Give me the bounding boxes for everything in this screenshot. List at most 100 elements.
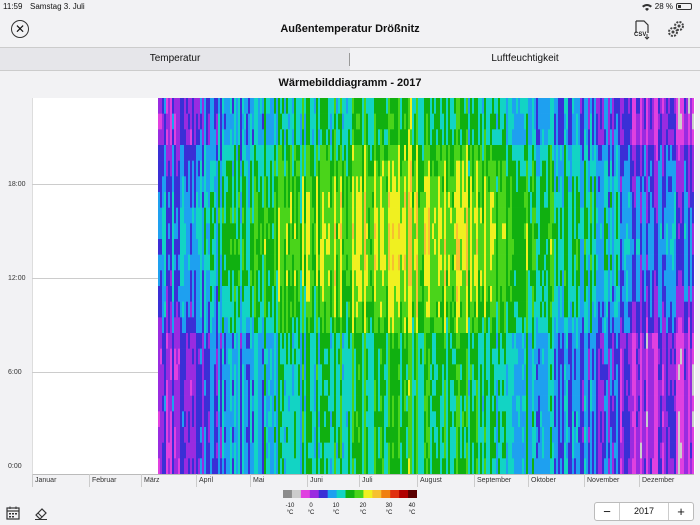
heatmap-cell bbox=[474, 458, 477, 474]
heatmap-cell bbox=[494, 98, 497, 114]
heatmap-cell bbox=[530, 395, 533, 412]
heatmap-cell bbox=[248, 411, 251, 428]
heatmap-cell bbox=[440, 129, 443, 146]
heatmap-cell bbox=[174, 207, 177, 224]
heatmap-cell bbox=[342, 113, 345, 130]
heatmap-cell bbox=[324, 145, 327, 161]
heatmap-cell bbox=[428, 395, 431, 412]
heatmap-cell bbox=[320, 364, 323, 381]
heatmap-cell bbox=[208, 176, 211, 193]
heatmap-cell bbox=[348, 223, 351, 240]
heatmap-cell bbox=[310, 207, 313, 224]
heatmap-cell bbox=[514, 223, 517, 240]
heatmap-cell bbox=[376, 129, 379, 146]
heatmap-cell bbox=[238, 301, 241, 318]
heatmap-cell bbox=[280, 145, 283, 161]
heatmap-cell bbox=[532, 317, 535, 334]
heatmap-cell bbox=[404, 98, 407, 114]
heatmap-cell bbox=[178, 411, 181, 428]
heatmap-cell bbox=[186, 317, 189, 334]
heatmap-cell bbox=[246, 442, 249, 459]
heatmap-cell bbox=[220, 364, 223, 381]
heatmap-cell bbox=[544, 129, 547, 146]
heatmap-cell bbox=[290, 317, 293, 334]
heatmap-cell bbox=[454, 458, 457, 474]
heatmap-cell bbox=[448, 333, 451, 349]
heatmap-cell bbox=[222, 223, 225, 240]
heatmap-cell bbox=[368, 113, 371, 130]
heatmap-cell bbox=[244, 395, 247, 412]
heatmap-cell bbox=[180, 364, 183, 381]
heatmap-cell bbox=[202, 380, 205, 396]
heatmap-cell bbox=[232, 160, 235, 177]
heatmap-cell bbox=[222, 395, 225, 412]
heatmap-cell bbox=[564, 98, 567, 114]
heatmap-cell bbox=[556, 223, 559, 240]
heatmap-cell bbox=[160, 301, 163, 318]
heatmap-cell bbox=[526, 192, 529, 208]
heatmap-cell bbox=[184, 207, 187, 224]
heatmap-cell bbox=[514, 98, 517, 114]
close-icon[interactable]: ✕ bbox=[11, 20, 29, 38]
heatmap-cell bbox=[556, 395, 559, 412]
heatmap-cell bbox=[236, 395, 239, 412]
heatmap-cell bbox=[380, 286, 383, 302]
heatmap-cell bbox=[342, 333, 345, 349]
heatmap-cell bbox=[382, 317, 385, 334]
heatmap-cell bbox=[524, 395, 527, 412]
heatmap-cell bbox=[160, 380, 163, 396]
heatmap-cell bbox=[212, 207, 215, 224]
heatmap-cell bbox=[318, 192, 321, 208]
heatmap-cell bbox=[228, 286, 231, 302]
heatmap-cell bbox=[296, 113, 299, 130]
heatmap-cell bbox=[438, 458, 441, 474]
heatmap-cell bbox=[294, 129, 297, 146]
heatmap-cell bbox=[378, 160, 381, 177]
heatmap-cell bbox=[570, 348, 573, 365]
heatmap-cell bbox=[518, 286, 521, 302]
heatmap-cell bbox=[300, 458, 303, 474]
heatmap-cell bbox=[308, 348, 311, 365]
heatmap-cell bbox=[358, 317, 361, 334]
heatmap-cell bbox=[272, 380, 275, 396]
heatmap-cell bbox=[324, 176, 327, 193]
heatmap-cell bbox=[456, 254, 459, 271]
heatmap-cell bbox=[358, 442, 361, 459]
heatmap-cell bbox=[336, 176, 339, 193]
tab-luftfeuchtigkeit[interactable]: Luftfeuchtigkeit bbox=[491, 53, 559, 64]
heatmap-cell bbox=[358, 98, 361, 114]
heatmap-cell bbox=[476, 113, 479, 130]
heatmap-cell bbox=[286, 286, 289, 302]
heatmap-cell bbox=[562, 395, 565, 412]
csv-download-icon[interactable]: CSV bbox=[633, 20, 651, 40]
tab-temperatur[interactable]: Temperatur bbox=[0, 48, 350, 70]
heatmap-cell bbox=[204, 333, 207, 349]
heatmap-cell bbox=[288, 364, 291, 381]
heatmap-cell bbox=[292, 380, 295, 396]
chart-title: Wärmebilddiagramm - 2017 bbox=[278, 77, 422, 89]
heatmap-cell bbox=[190, 333, 193, 349]
gears-icon[interactable] bbox=[668, 20, 686, 38]
heatmap-cell bbox=[552, 317, 555, 334]
heatmap-cell bbox=[432, 113, 435, 130]
heatmap-cell bbox=[216, 348, 219, 365]
heatmap-cell bbox=[400, 286, 403, 302]
heatmap-cell bbox=[456, 286, 459, 302]
heatmap-cell bbox=[232, 333, 235, 349]
heatmap-cell bbox=[472, 458, 475, 474]
heatmap-cell bbox=[534, 333, 537, 349]
heatmap-cell bbox=[456, 160, 459, 177]
heatmap-cell bbox=[334, 129, 337, 146]
heatmap-cell bbox=[374, 364, 377, 381]
heatmap-cell bbox=[308, 207, 311, 224]
heatmap-cell bbox=[416, 239, 419, 255]
heatmap-cell bbox=[244, 176, 247, 193]
heatmap-cell bbox=[170, 192, 173, 208]
heatmap-cell bbox=[500, 411, 503, 428]
heatmap-cell bbox=[436, 192, 439, 208]
heatmap-cell bbox=[404, 239, 407, 255]
heatmap-cell bbox=[504, 113, 507, 130]
heatmap-cell bbox=[458, 301, 461, 318]
heatmap-cell bbox=[548, 286, 551, 302]
heatmap-cell bbox=[312, 254, 315, 271]
